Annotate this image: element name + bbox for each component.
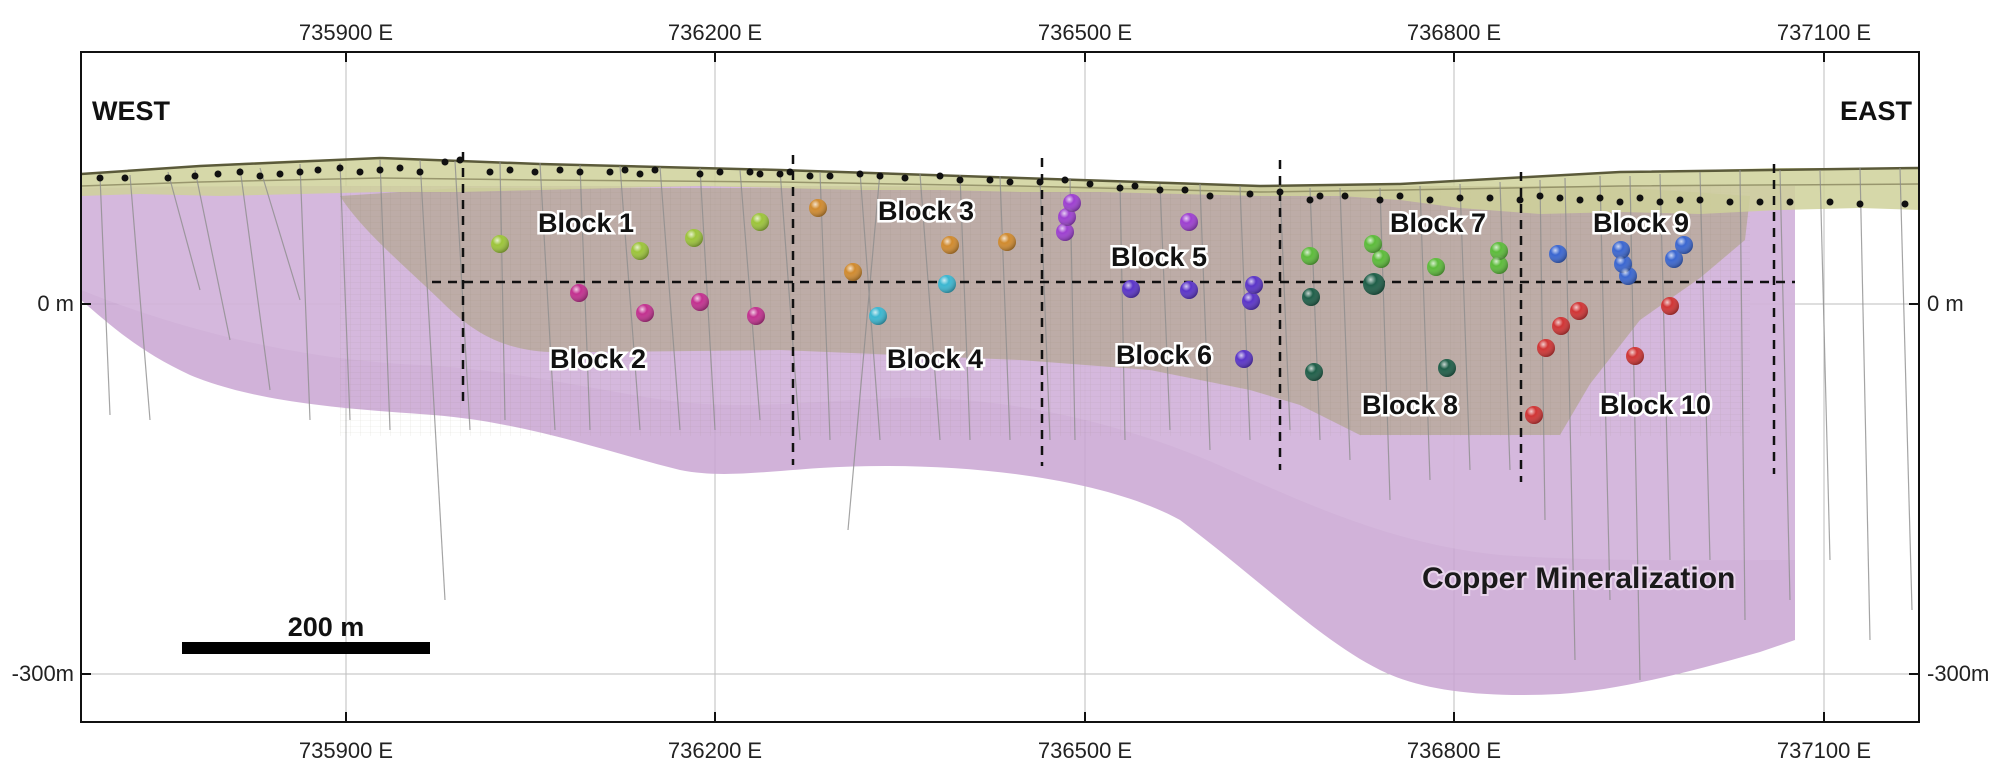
easting-label-top: 735900 E [299, 20, 393, 45]
elevation-label-left: -300m [12, 661, 74, 686]
block-label: Block 5 [1111, 242, 1207, 272]
easting-label-bottom: 737100 E [1777, 738, 1871, 763]
elevation-label-right: 0 m [1927, 291, 1964, 316]
west-label: WEST [92, 96, 171, 126]
block-label: Block 10 [1600, 390, 1711, 420]
plot-frame [80, 51, 1920, 723]
scale-bar [182, 642, 430, 654]
easting-label-bottom: 736200 E [668, 738, 762, 763]
elevation-label-left: 0 m [37, 291, 74, 316]
sphere-highlights [491, 194, 1693, 424]
copper-mineralization-label: Copper Mineralization [1422, 562, 1735, 595]
block-boundaries [432, 152, 1795, 482]
block-label: Block 9 [1593, 208, 1689, 238]
easting-label-bottom: 736800 E [1407, 738, 1501, 763]
easting-label-top: 736800 E [1407, 20, 1501, 45]
block-label: Block 3 [878, 196, 974, 226]
scale-bar-label: 200 m [288, 612, 365, 642]
block-label: Block 1 [538, 208, 634, 238]
easting-label-top: 736500 E [1038, 20, 1132, 45]
elevation-label-right: -300m [1927, 661, 1989, 686]
easting-label-bottom: 735900 E [299, 738, 393, 763]
east-label: EAST [1840, 96, 1913, 126]
block-label: Block 8 [1362, 390, 1458, 420]
easting-label-top: 737100 E [1777, 20, 1871, 45]
block-label: Block 4 [887, 344, 983, 374]
drill-collars [96, 156, 1909, 208]
block-label: Block 6 [1116, 340, 1212, 370]
block-label: Block 7 [1390, 208, 1486, 238]
tick-marks [81, 52, 1919, 722]
drill-holes [99, 159, 1913, 681]
easting-label-bottom: 736500 E [1038, 738, 1132, 763]
easting-label-top: 736200 E [668, 20, 762, 45]
block-label: Block 2 [550, 344, 646, 374]
